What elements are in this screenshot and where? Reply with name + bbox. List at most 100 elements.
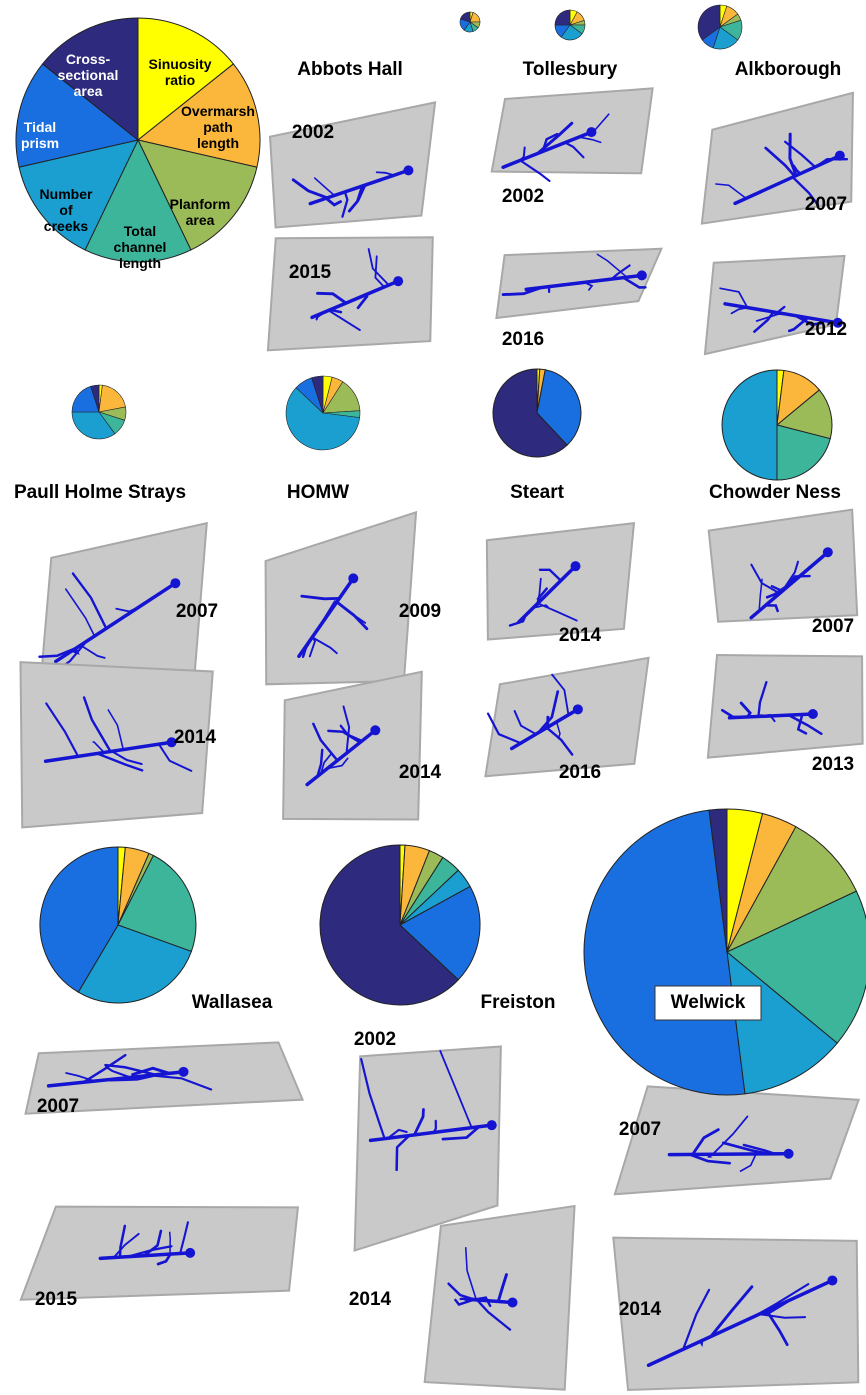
pie-slice	[725, 826, 858, 954]
legend-label: Planform area	[169, 196, 231, 228]
creek	[783, 140, 817, 169]
creek	[472, 1296, 492, 1308]
creek	[316, 748, 324, 778]
creek-outlet	[572, 704, 583, 715]
creek	[464, 1246, 478, 1301]
creek	[496, 1273, 508, 1303]
year-label: 2014	[619, 1299, 662, 1320]
creek	[536, 602, 578, 622]
pie-slice	[137, 17, 235, 142]
pie-slice	[554, 9, 571, 26]
creek	[107, 709, 125, 751]
creek-outlet	[832, 317, 843, 328]
creek	[157, 743, 193, 772]
creek	[535, 603, 540, 608]
site-title: Steart	[510, 482, 565, 503]
legend-label: Number of creeks	[39, 186, 93, 234]
map-area	[268, 101, 437, 229]
creek	[441, 1125, 481, 1141]
site-map	[423, 1204, 576, 1391]
creek	[92, 741, 105, 754]
creek	[517, 564, 578, 624]
site-map	[264, 510, 418, 686]
creek	[454, 1298, 475, 1306]
creek	[108, 1073, 162, 1082]
pie-slice	[775, 389, 833, 440]
creek	[475, 1298, 512, 1331]
map-area	[24, 1041, 305, 1115]
creek	[551, 673, 570, 716]
site-map	[700, 91, 854, 225]
creek	[536, 587, 548, 602]
creek	[596, 253, 628, 278]
creek	[768, 305, 786, 315]
map-area	[282, 670, 423, 821]
creek	[439, 1050, 473, 1129]
site-map	[19, 661, 214, 829]
pie-slice	[15, 63, 140, 168]
creek	[300, 594, 341, 601]
creek	[682, 1288, 711, 1351]
year-label: 2009	[399, 601, 441, 622]
creek	[501, 286, 544, 297]
pie-slice	[536, 369, 582, 446]
year-label: 2016	[502, 329, 544, 350]
creek	[532, 604, 549, 609]
creek-outlet	[586, 127, 597, 138]
creek	[764, 146, 797, 178]
creek	[764, 604, 779, 613]
creek	[65, 1072, 96, 1083]
map-area	[490, 87, 654, 175]
creek	[320, 753, 332, 775]
creek	[342, 705, 351, 755]
year-label: 2007	[805, 194, 847, 215]
creek-outlet	[166, 737, 177, 748]
site-title: Alkborough	[735, 59, 842, 80]
site-map	[38, 521, 208, 701]
year-label: 2016	[559, 762, 601, 783]
creek	[759, 714, 770, 718]
creek	[395, 1134, 411, 1172]
creek	[104, 1065, 132, 1079]
creek	[156, 1252, 172, 1266]
map-area	[266, 236, 434, 352]
site-map	[282, 670, 423, 821]
creek	[347, 183, 367, 213]
creek-outlet	[393, 276, 404, 287]
creek	[38, 646, 79, 658]
creek	[360, 1057, 386, 1140]
creek-outlet	[170, 578, 181, 589]
creek	[536, 577, 542, 605]
pie-slice	[584, 809, 746, 1096]
creek	[356, 293, 369, 310]
creek	[536, 690, 560, 735]
creek	[757, 680, 768, 718]
site-map	[266, 236, 434, 352]
creek	[547, 284, 562, 294]
year-label: 2007	[37, 1096, 79, 1117]
creek	[104, 1063, 157, 1077]
pie-slice	[39, 846, 119, 993]
creek	[313, 177, 336, 197]
site-title: Tollesbury	[523, 59, 618, 80]
pie-slice	[721, 369, 778, 481]
map-area	[707, 508, 859, 623]
creek	[412, 1108, 425, 1137]
creek	[110, 750, 143, 766]
creek	[560, 280, 591, 286]
creek	[168, 1231, 171, 1255]
creek	[518, 146, 526, 162]
creek	[64, 588, 96, 637]
creek	[719, 287, 749, 309]
creek	[578, 136, 602, 144]
pie-slice	[319, 844, 460, 1006]
creek	[541, 132, 559, 153]
site-title: Welwick	[671, 992, 746, 1013]
year-label: 2015	[289, 262, 332, 283]
creek-outlet	[486, 1120, 497, 1131]
year-label: 2007	[176, 601, 218, 622]
creek	[711, 1115, 749, 1156]
site-map	[490, 87, 654, 182]
creek	[432, 1119, 438, 1134]
